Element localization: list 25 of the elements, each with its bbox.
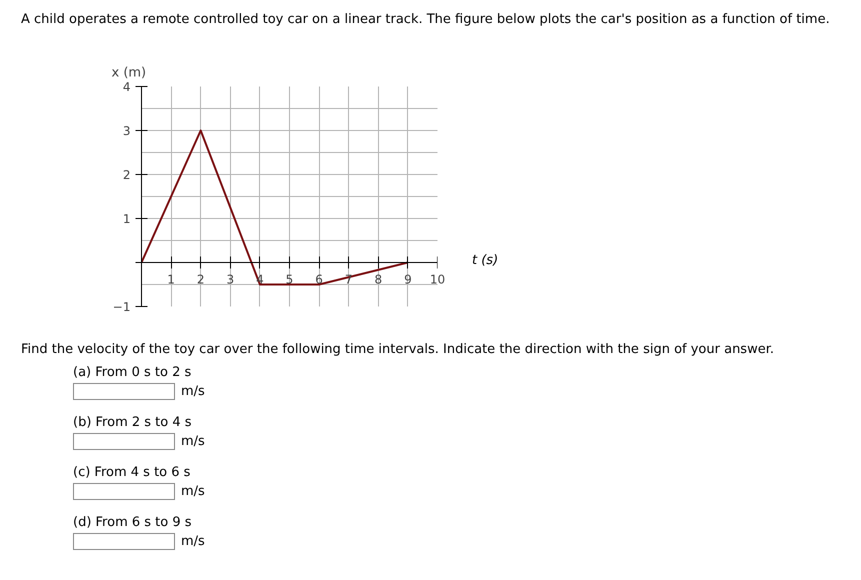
text: m/s	[180, 483, 206, 500]
x-tick-label: 2	[196, 272, 205, 286]
x-tick-label: 3	[226, 272, 234, 286]
x-tick-label: 8	[374, 272, 382, 286]
y-axis-title: x (m)	[112, 66, 146, 80]
text: (a) From 0 s to 2 s	[73, 364, 192, 381]
text: (b) From 2 s to 4 s	[73, 414, 193, 432]
y-tick-label: 3	[122, 124, 131, 138]
x-tick-label: 6	[315, 272, 323, 286]
text: m/s	[180, 433, 206, 450]
text: m/s	[180, 383, 206, 400]
x-tick-label: 5	[286, 272, 294, 286]
text: (d) From 6 s to 9 s	[73, 514, 193, 532]
y-tick-label: −1	[112, 300, 131, 314]
x-tick-label: 9	[404, 272, 412, 286]
y-tick-label: 4	[122, 80, 131, 94]
y-tick-label: 2	[122, 168, 131, 182]
text: (c) From 4 s to 6 s	[73, 464, 192, 482]
text: m/s	[180, 533, 206, 550]
x-tick-label: 10	[430, 272, 446, 286]
x-tick-label: 1	[167, 272, 175, 286]
text: Find the velocity of the toy car over the following time intervals. Indicate the direction with the sign of your answer.	[21, 341, 774, 358]
chart-title: A child operates a remote controlled toy car on a linear track. The figure below plots the car's position as a function of time.	[21, 11, 830, 29]
y-tick-label: 1	[122, 212, 131, 226]
x-axis-title: t (s)	[472, 252, 498, 270]
